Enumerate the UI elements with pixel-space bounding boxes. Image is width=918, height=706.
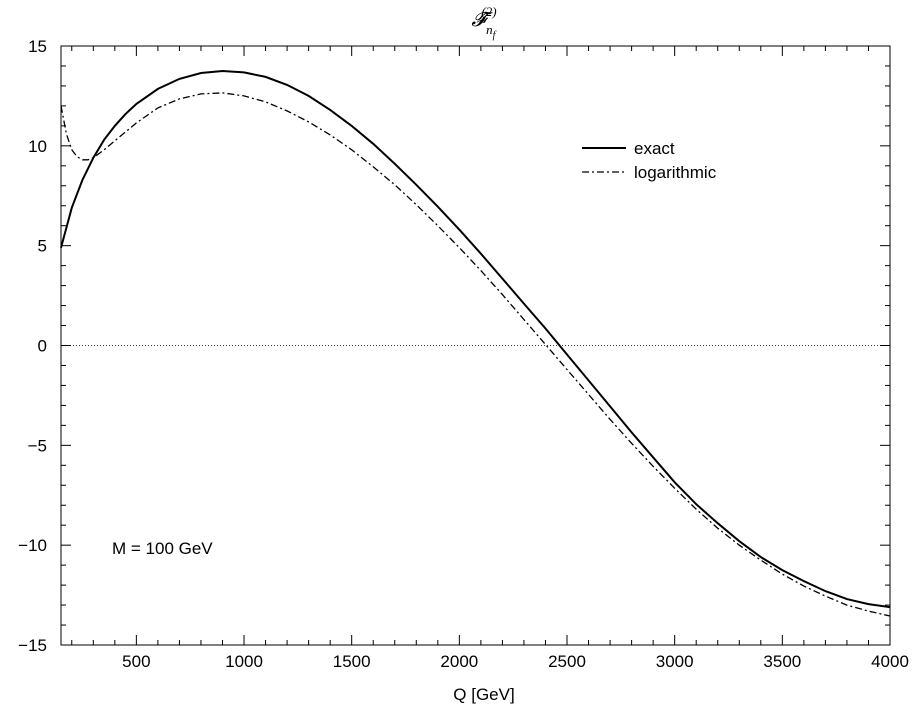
- y-axis-ticks: 15 10 5 0 −5 −10 −15: [18, 37, 890, 655]
- x-tick-label: 1000: [225, 652, 263, 671]
- x-tick-label: 500: [122, 652, 150, 671]
- y-tick-label: 5: [38, 237, 47, 256]
- y-tick-label: 10: [28, 137, 47, 156]
- x-tick-label: 2000: [440, 652, 478, 671]
- y-tick-label: −10: [18, 536, 47, 555]
- x-tick-label: 2500: [548, 652, 586, 671]
- y-tick-label: 15: [28, 37, 47, 56]
- series-line-logarithmic: [60, 92, 891, 617]
- y-tick-label: 0: [38, 337, 47, 356]
- x-axis-label: Q [GeV]: [453, 685, 514, 704]
- legend-label-exact: exact: [634, 139, 675, 158]
- x-axis-ticks: 500 1000 1500 2000 2500 3000 3500 4000: [71, 46, 909, 671]
- x-tick-label: 3000: [656, 652, 694, 671]
- x-tick-label: 4000: [871, 652, 909, 671]
- x-tick-label: 3500: [763, 652, 801, 671]
- y-tick-label: −5: [28, 436, 47, 455]
- mass-annotation: M = 100 GeV: [112, 539, 213, 558]
- y-tick-label: −15: [18, 636, 47, 655]
- series-line-exact: [60, 69, 891, 609]
- x-tick-label: 1500: [333, 652, 371, 671]
- chart-title: 𝓕̂nf(2): [471, 4, 496, 41]
- legend: exact logarithmic: [582, 139, 717, 182]
- legend-label-logarithmic: logarithmic: [634, 163, 717, 182]
- series-group: [60, 69, 891, 617]
